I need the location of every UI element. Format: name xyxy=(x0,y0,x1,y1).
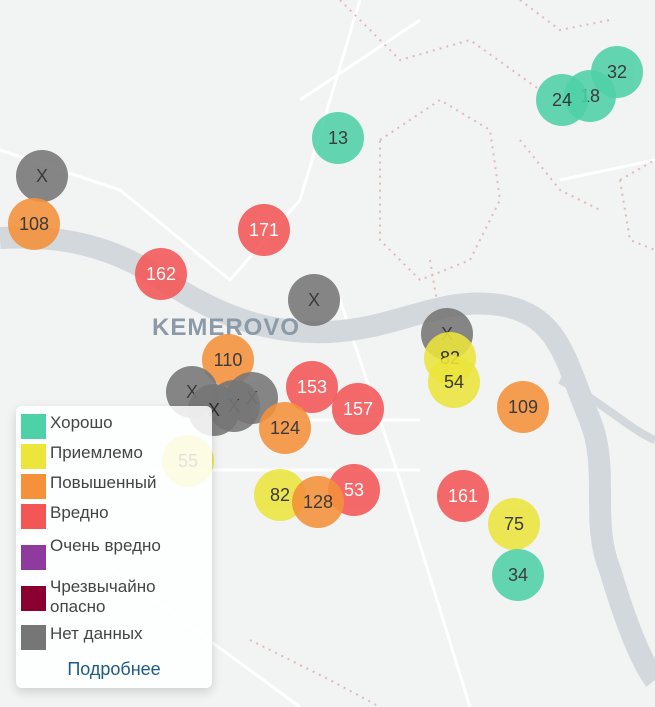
aqi-marker-value: 32 xyxy=(606,62,628,82)
aqi-marker-value: 110 xyxy=(213,350,243,370)
aqi-marker-acceptable[interactable]: 54 xyxy=(428,356,480,408)
legend-item: Повышенный xyxy=(21,473,212,499)
aqi-marker-value: 171 xyxy=(248,220,280,240)
legend-label: Вредно xyxy=(50,503,109,522)
aqi-marker-value: 124 xyxy=(269,418,301,438)
aqi-marker-elevated[interactable]: 109 xyxy=(497,381,549,433)
legend-item: Чрезвычайно опасно xyxy=(21,577,212,617)
aqi-marker-value: X xyxy=(307,290,320,310)
legend-label: Очень вредно xyxy=(50,536,161,555)
river-branch xyxy=(558,376,655,444)
aqi-marker-value: 161 xyxy=(447,486,479,506)
aqi-marker-good[interactable]: 34 xyxy=(492,549,544,601)
aqi-marker-value: 109 xyxy=(507,397,539,417)
aqi-marker-value: 108 xyxy=(18,214,50,234)
aqi-marker-value: 24 xyxy=(551,90,573,110)
legend: Хорошо Приемлемо Повышенный Вредно Очень вре… xyxy=(16,406,212,688)
legend-swatch xyxy=(21,586,46,611)
aqi-marker-value: X xyxy=(35,166,48,186)
legend-item: Приемлемо xyxy=(21,443,212,469)
legend-item: Нет данных xyxy=(21,624,212,650)
legend-item: Вредно xyxy=(21,503,212,529)
legend-item: Очень вредно xyxy=(21,536,212,570)
aqi-marker-value: 162 xyxy=(145,264,177,284)
aqi-marker-value: 128 xyxy=(302,492,334,512)
legend-swatch xyxy=(21,504,46,529)
aqi-marker-good[interactable]: 13 xyxy=(312,112,364,164)
legend-label: Повышенный xyxy=(50,473,157,492)
aqi-marker-value: 82 xyxy=(269,485,291,505)
legend-label: Нет данных xyxy=(50,624,143,643)
aqi-marker-value: 53 xyxy=(343,480,365,500)
legend-swatch xyxy=(21,444,46,469)
legend-label: Приемлемо xyxy=(50,443,143,462)
more-link[interactable]: Подробнее xyxy=(67,659,161,679)
aqi-marker-good[interactable]: 24 xyxy=(536,74,588,126)
legend-swatch xyxy=(21,474,46,499)
aqi-marker-harmful[interactable]: 171 xyxy=(238,204,290,256)
aqi-marker-elevated[interactable]: 124 xyxy=(259,402,311,454)
aqi-marker-value: 157 xyxy=(342,399,374,419)
aqi-marker-harmful[interactable]: 162 xyxy=(135,248,187,300)
aqi-marker-no_data[interactable]: X xyxy=(16,150,68,202)
legend-label: Хорошо xyxy=(50,413,113,432)
aqi-marker-harmful[interactable]: 161 xyxy=(437,470,489,522)
legend-swatch xyxy=(21,625,46,650)
aqi-marker-value: 75 xyxy=(503,514,525,534)
aqi-marker-no_data[interactable]: X xyxy=(288,274,340,326)
aqi-marker-harmful[interactable]: 157 xyxy=(332,383,384,435)
aqi-marker-value: 13 xyxy=(327,128,349,148)
aqi-marker-value: 153 xyxy=(296,377,328,397)
legend-item: Хорошо xyxy=(21,413,212,439)
aqi-marker-acceptable[interactable]: 75 xyxy=(488,498,540,550)
aqi-marker-elevated[interactable]: 108 xyxy=(8,198,60,250)
aqi-marker-value: 34 xyxy=(507,565,529,585)
aqi-marker-elevated[interactable]: 128 xyxy=(292,476,344,528)
aqi-marker-value: 54 xyxy=(443,372,465,392)
legend-swatch xyxy=(21,545,46,570)
legend-label: Чрезвычайно опасно xyxy=(50,577,156,616)
legend-swatch xyxy=(21,414,46,439)
